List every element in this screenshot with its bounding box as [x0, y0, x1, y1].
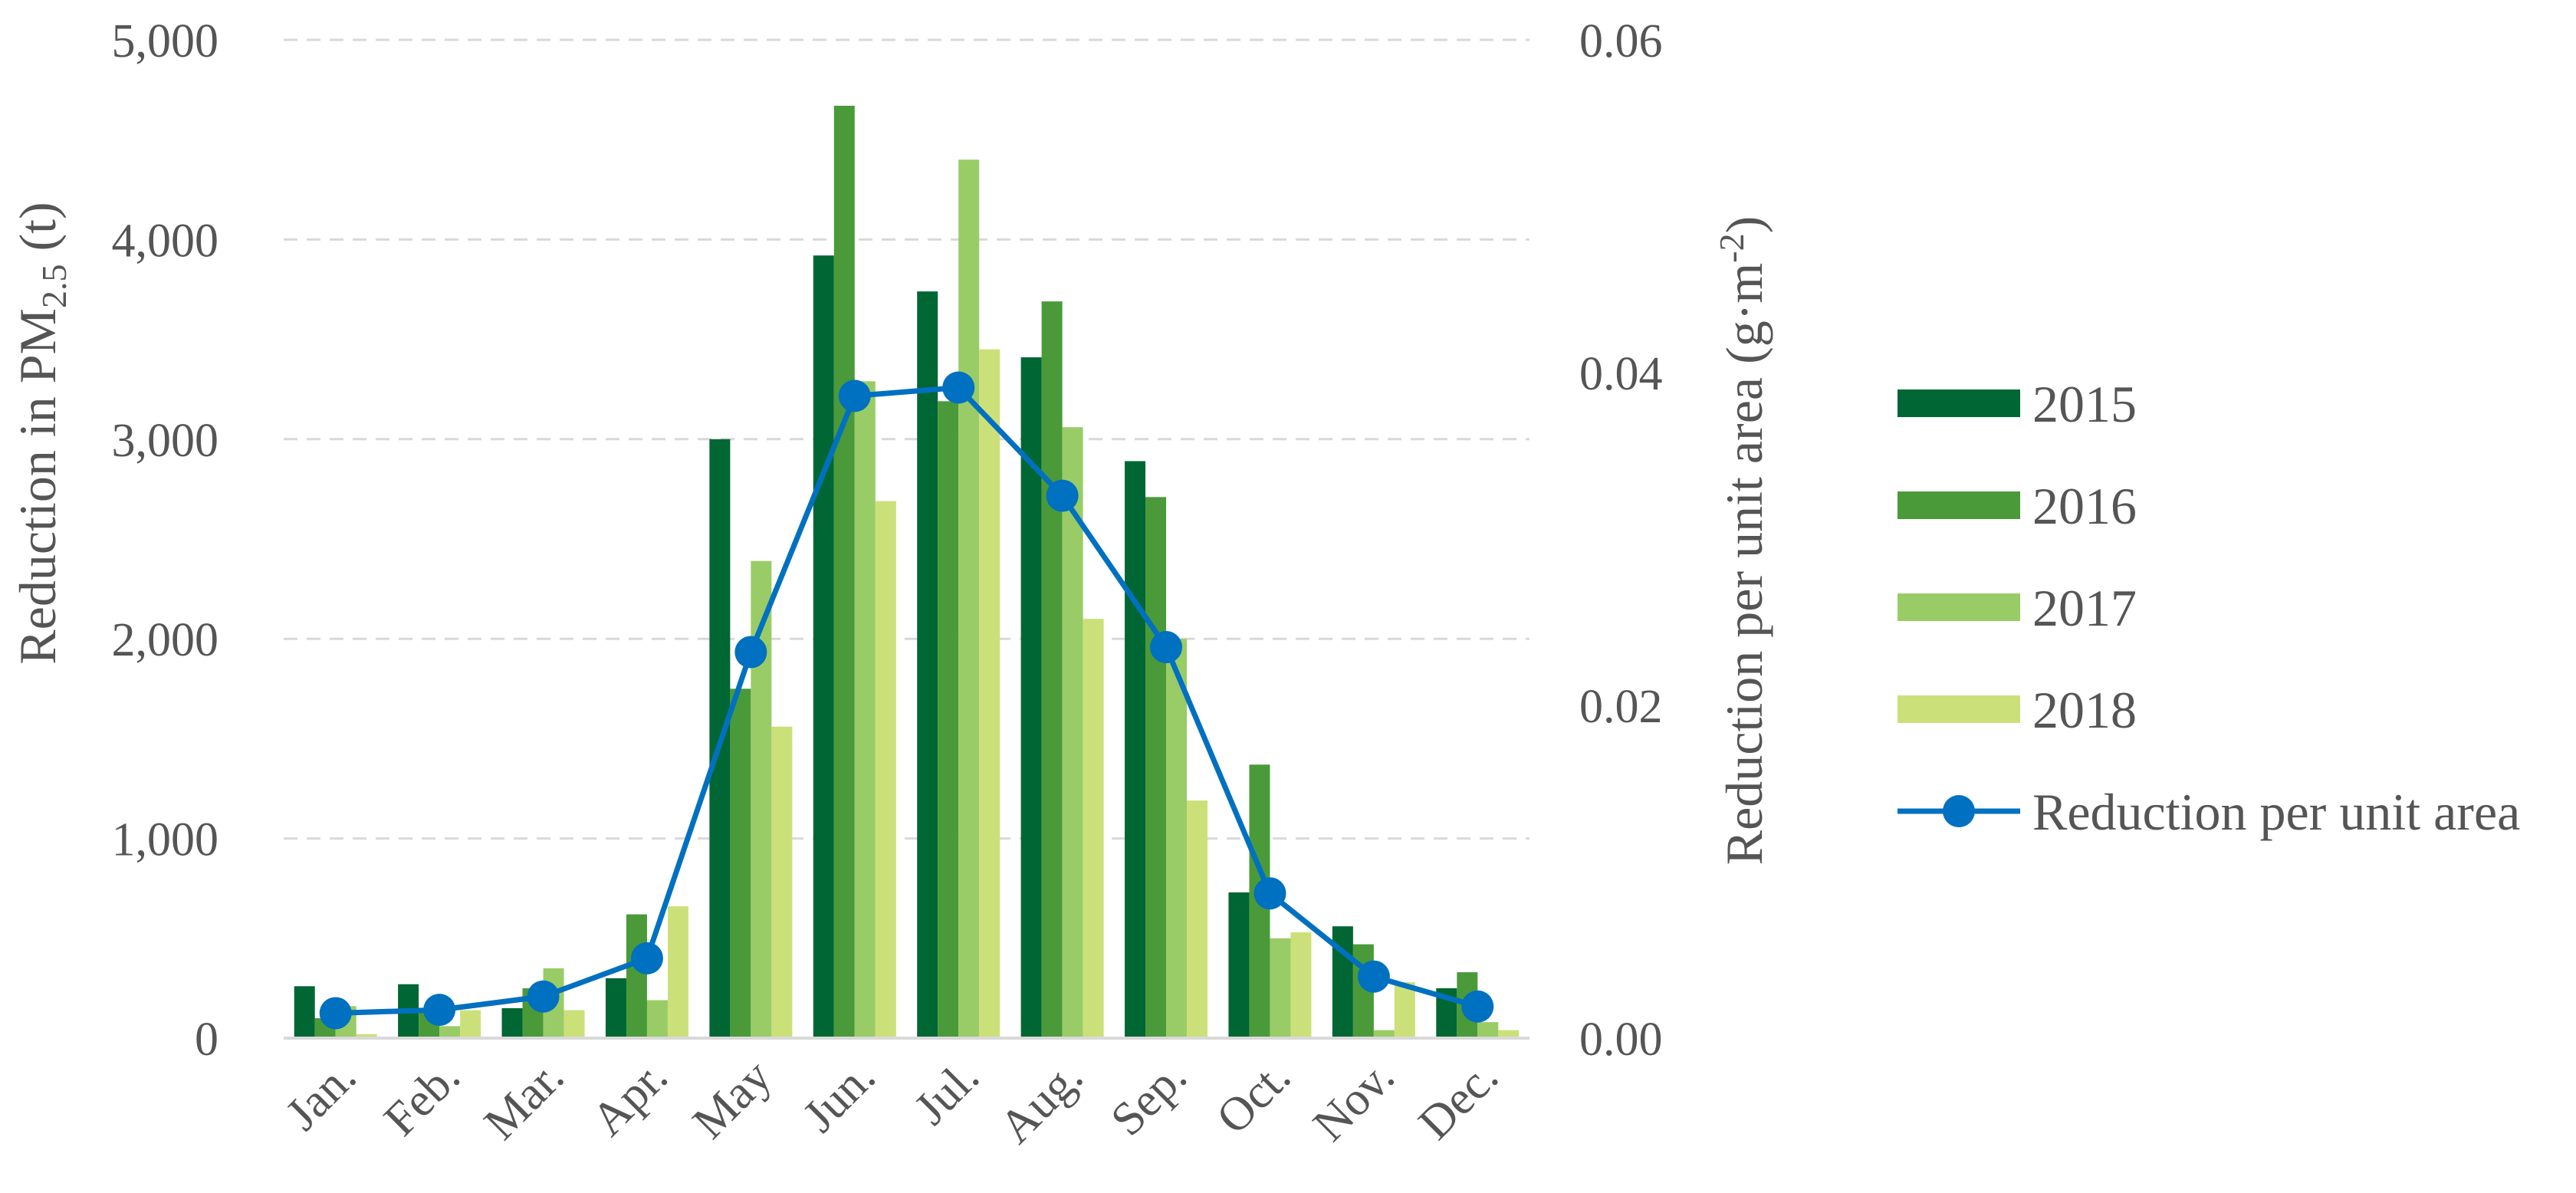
bar-2015	[1228, 892, 1250, 1038]
legend-label: 2017	[2032, 579, 2137, 637]
bar-2017	[1270, 938, 1291, 1038]
bar-2016	[626, 914, 647, 1038]
line-point	[734, 636, 767, 669]
y-left-tick-label: 0	[195, 1014, 219, 1066]
legend-item: 2017	[1898, 579, 2137, 637]
bar-2016	[1145, 497, 1167, 1038]
line-series	[319, 371, 1494, 1030]
bar-2017	[646, 1000, 668, 1038]
x-tick-label: Jan.	[276, 1050, 366, 1140]
y-right-tick-label: 0.06	[1579, 15, 1663, 67]
legend-item: 2016	[1898, 477, 2137, 535]
legend-label: 2018	[2032, 681, 2137, 739]
bar-2018	[875, 501, 896, 1038]
y-left-tick-label: 1,000	[112, 814, 219, 866]
bar-2018	[1394, 982, 1415, 1038]
y-right-tick-label: 0.00	[1579, 1014, 1663, 1066]
x-tick-label: Oct.	[1207, 1050, 1300, 1144]
x-tick-label: Feb.	[374, 1050, 470, 1146]
line-point	[1254, 877, 1286, 910]
line-point	[1150, 631, 1183, 664]
bar-2015	[813, 255, 834, 1038]
bar-2015	[294, 986, 315, 1038]
bar-2016	[1041, 301, 1063, 1038]
bar-2018	[979, 349, 1001, 1038]
line-point	[319, 997, 352, 1030]
x-tick-label: Aug.	[990, 1050, 1093, 1154]
legend-item: 2018	[1898, 681, 2137, 739]
legend-item: 2015	[1898, 375, 2137, 433]
bar-2018	[1083, 619, 1104, 1038]
legend-label: Reduction per unit area	[2032, 783, 2520, 841]
bar-2015	[501, 1007, 523, 1038]
x-tick-label: Jun.	[794, 1050, 886, 1142]
bar-2018	[356, 1034, 377, 1038]
x-tick-label: Jul.	[905, 1050, 989, 1135]
bar-2016	[730, 689, 751, 1038]
legend-marker	[1943, 795, 1975, 827]
bar-2018	[1290, 932, 1312, 1038]
x-tick-label: Apr.	[582, 1050, 678, 1146]
legend-swatch	[1898, 389, 2020, 417]
bars	[294, 105, 1520, 1039]
bar-2018	[771, 726, 793, 1038]
legend: 2015 2016 2017 2018 Reduction per unit area	[1898, 375, 2520, 841]
y-left-tick-label: 5,000	[112, 15, 219, 67]
legend-label: 2016	[2032, 477, 2137, 535]
bar-2018	[564, 1010, 585, 1038]
bar-2017	[1166, 639, 1188, 1038]
legend-swatch	[1898, 491, 2020, 519]
y-axis-left-title: Reduction in PM2.5 (t)	[8, 202, 74, 664]
line-point	[1461, 990, 1494, 1023]
line-point	[1357, 960, 1390, 993]
bar-2015	[917, 291, 938, 1038]
bar-2018	[460, 1010, 481, 1038]
bar-2017	[439, 1026, 461, 1038]
bar-2017	[958, 159, 980, 1039]
bar-2017	[1062, 427, 1083, 1038]
bar-2016	[938, 401, 959, 1038]
x-tick-label: Mar.	[475, 1050, 574, 1150]
x-tick-label: Sep.	[1101, 1050, 1197, 1146]
bar-2018	[1187, 800, 1208, 1038]
x-tick-label: Nov.	[1303, 1050, 1405, 1152]
bar-2017	[1373, 1030, 1395, 1038]
legend-swatch	[1898, 593, 2020, 621]
y-right-tick-label: 0.02	[1579, 681, 1663, 733]
gridlines	[284, 38, 1530, 840]
bar-2018	[1498, 1030, 1520, 1038]
legend-label: 2015	[2032, 375, 2137, 433]
bar-2017	[854, 381, 876, 1038]
y-left-tick-label: 2,000	[112, 614, 219, 666]
line-point	[630, 942, 663, 974]
legend-item: Reduction per unit area	[1898, 783, 2520, 841]
bar-2015	[605, 978, 626, 1038]
line-point	[423, 994, 456, 1027]
y-left-tick-label: 3,000	[112, 415, 219, 467]
x-tick-label: May	[683, 1050, 781, 1149]
bar-2018	[667, 906, 688, 1038]
x-tick-label: Dec.	[1409, 1050, 1509, 1150]
y-axis-right-title: Reduction per unit area (g·m-2)	[1712, 216, 1773, 865]
line-point	[1046, 479, 1079, 512]
line-point	[527, 980, 560, 1013]
bar-2016	[833, 105, 855, 1038]
line-path	[335, 385, 1479, 1016]
line-point	[838, 380, 871, 412]
y-right-tick-label: 0.04	[1579, 348, 1663, 400]
y-left-tick-label: 4,000	[112, 215, 219, 267]
line-point	[942, 371, 975, 404]
bar-2017	[1477, 1022, 1499, 1038]
bar-2015	[1125, 461, 1146, 1038]
legend-swatch	[1898, 695, 2020, 723]
